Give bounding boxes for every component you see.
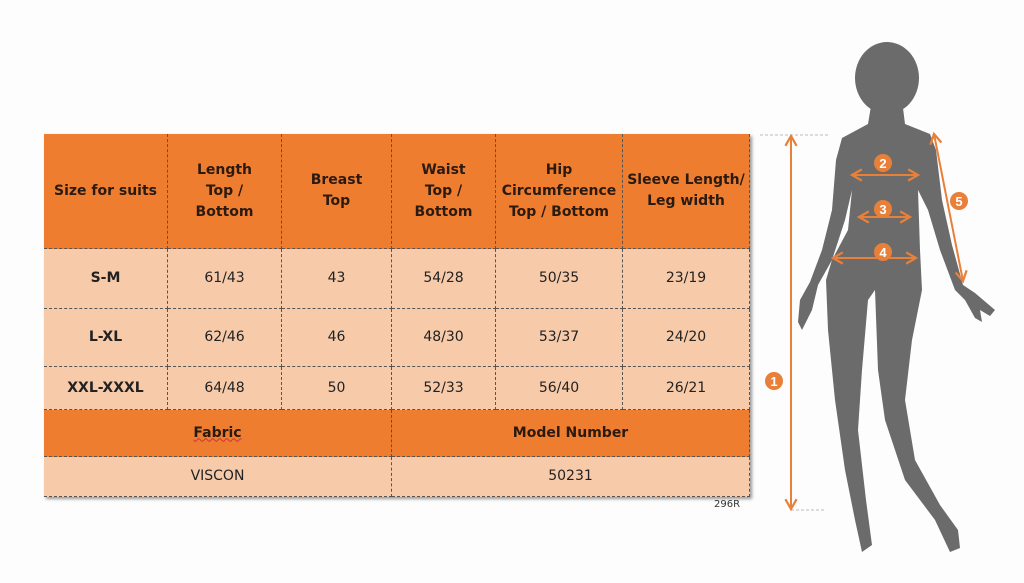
header-sleeve: Sleeve Length/ Leg width (623, 134, 750, 249)
marker-circle-3 (874, 200, 892, 218)
product-code: 296R (714, 499, 741, 510)
table-cell: 61/43 (168, 249, 282, 309)
fabric-value: VISCON (44, 457, 392, 497)
marker-5: 5 (955, 194, 962, 209)
model-number-header: Model Number (392, 410, 750, 457)
table-cell: 43 (282, 249, 392, 309)
marker-4: 4 (879, 245, 887, 260)
size-cell: S-M (44, 249, 168, 309)
marker-circle-1 (765, 372, 783, 390)
table-cell: 50/35 (496, 249, 623, 309)
fabric-label: Fabric (193, 424, 242, 441)
table-cell: 52/33 (392, 367, 496, 410)
size-cell: L-XL (44, 309, 168, 367)
table-cell: 62/46 (168, 309, 282, 367)
model-number-value: 50231 (392, 457, 750, 497)
silhouette-head (855, 42, 919, 114)
marker-circle-4 (874, 243, 892, 261)
table-cell: 56/40 (496, 367, 623, 410)
marker-1: 1 (770, 374, 777, 389)
header-breast: Breast Top (282, 134, 392, 249)
table-cell: 23/19 (623, 249, 750, 309)
sleeve-arrow (929, 131, 968, 284)
table-cell: 26/21 (623, 367, 750, 410)
size-chart-table: Size for suits Length Top / Bottom Breas… (44, 134, 750, 497)
header-hip: Hip Circumference Top / Bottom (496, 134, 623, 249)
table-cell: 46 (282, 309, 392, 367)
fabric-header: Fabric (44, 410, 392, 457)
table-cell: 53/37 (496, 309, 623, 367)
header-length: Length Top / Bottom (168, 134, 282, 249)
silhouette-body (798, 100, 995, 552)
table-cell: 64/48 (168, 367, 282, 410)
header-waist: Waist Top / Bottom (392, 134, 496, 249)
marker-3: 3 (879, 202, 886, 217)
table-cell: 48/30 (392, 309, 496, 367)
header-size: Size for suits (44, 134, 168, 249)
marker-2: 2 (879, 156, 886, 171)
size-cell: XXL-XXXL (44, 367, 168, 410)
marker-circle-2 (874, 154, 892, 172)
table-cell: 50 (282, 367, 392, 410)
marker-circle-5 (950, 192, 968, 210)
silhouette (798, 42, 995, 552)
table-cell: 24/20 (623, 309, 750, 367)
table-cell: 54/28 (392, 249, 496, 309)
